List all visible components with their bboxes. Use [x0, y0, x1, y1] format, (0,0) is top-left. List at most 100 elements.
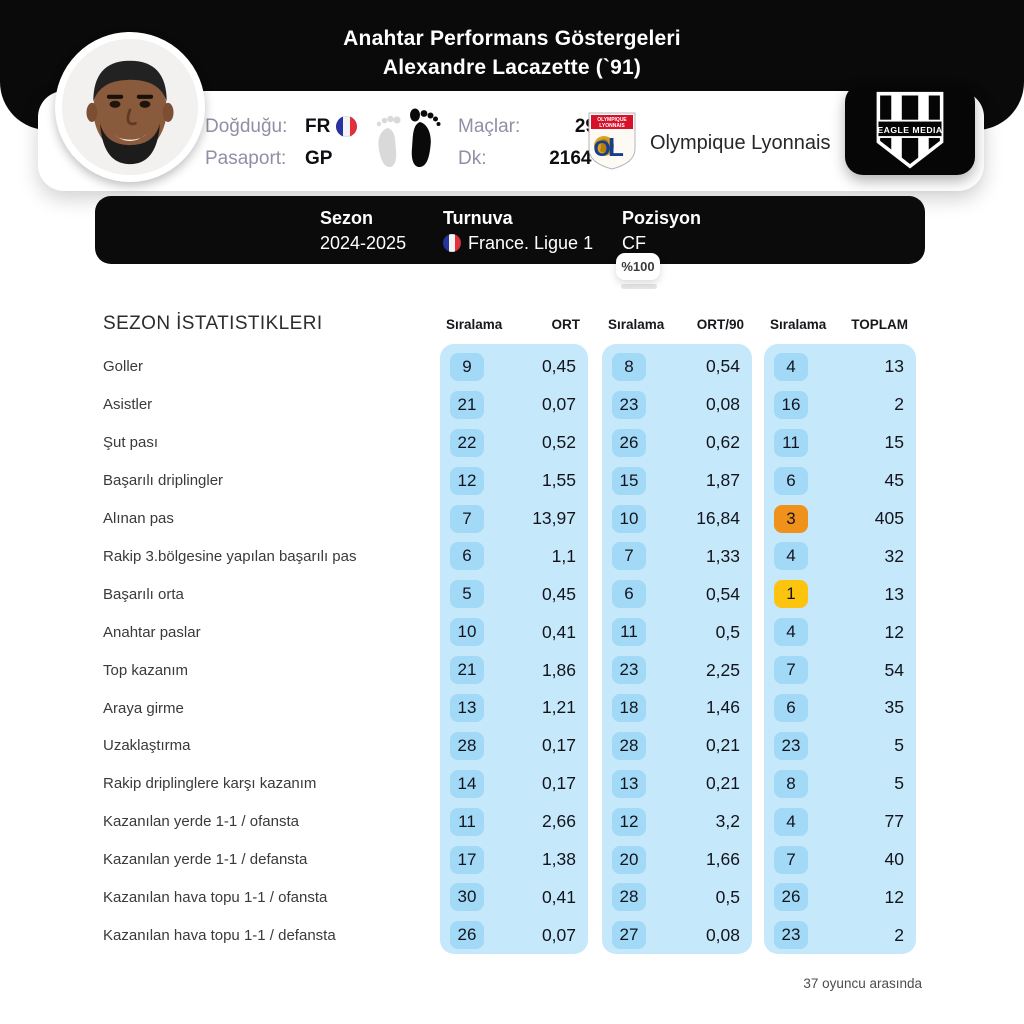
stat-value: 0,62 — [705, 432, 740, 453]
panel-row: 10 0,41 — [440, 613, 588, 651]
matches-line: Maçlar: 29 — [458, 113, 596, 140]
stat-row-label: Uzaklaştırma — [103, 737, 191, 755]
stat-value: 0,17 — [541, 773, 576, 794]
birth-line: Doğduğu: FR — [205, 113, 358, 140]
panel-row: 5 0,45 — [440, 575, 588, 613]
stat-value: 5 — [894, 735, 904, 756]
rank-badge: 22 — [450, 428, 484, 457]
panel-row: 8 0,54 — [602, 348, 752, 386]
stat-value: 0,08 — [705, 394, 740, 415]
rank-badge: 11 — [774, 428, 808, 457]
panel-row: 26 12 — [764, 878, 916, 916]
stat-value: 405 — [874, 508, 904, 528]
col-header-rank-toplam: Sıralama — [770, 317, 827, 332]
rank-badge: 13 — [612, 769, 646, 798]
france-flag-icon — [336, 116, 358, 137]
nationality-group: Doğduğu: FR Pasaport: GP — [205, 113, 358, 172]
panel-row: 10 16,84 — [602, 500, 752, 538]
panel-row: 23 2,25 — [602, 651, 752, 689]
stat-value: 1,86 — [541, 659, 576, 680]
panel-row: 1 13 — [764, 575, 916, 613]
panel-row: 11 15 — [764, 424, 916, 462]
stat-value: 1,55 — [541, 470, 576, 491]
col-header-rank-ort90: Sıralama — [608, 317, 665, 332]
rank-badge: 26 — [612, 428, 646, 457]
rank-badge: 12 — [612, 807, 646, 836]
stat-row-label: Rakip driplinglere karşı kazanım — [103, 775, 317, 793]
rank-badge: 9 — [450, 352, 484, 381]
stat-value: 0,54 — [705, 356, 740, 377]
panel-row: 6 1,1 — [440, 537, 588, 575]
position-value: CF — [622, 233, 646, 253]
rank-badge: 12 — [450, 466, 484, 495]
panel-row: 30 0,41 — [440, 878, 588, 916]
panel-row: 6 45 — [764, 462, 916, 500]
stat-value: 1,66 — [705, 849, 740, 870]
panel-ort90: 8 0,54 23 0,08 26 0,62 15 1,87 10 16,84 7 1,33 6 0,54… — [602, 344, 752, 954]
panel-row: 14 0,17 — [440, 765, 588, 803]
panel-row: 11 0,5 — [602, 613, 752, 651]
rank-badge: 4 — [774, 807, 808, 836]
stat-row-label: Top kazanım — [103, 661, 189, 679]
stat-value: 0,08 — [705, 924, 740, 945]
rank-badge: 14 — [450, 769, 484, 798]
svg-text:O: O — [593, 136, 610, 161]
panel-row: 21 1,86 — [440, 651, 588, 689]
panel-row: 17 1,38 — [440, 841, 588, 879]
stat-value: 77 — [884, 811, 904, 832]
rank-badge: 21 — [450, 656, 484, 685]
passport-label: Pasaport: — [205, 147, 287, 169]
title-line-2: Alexandre Lacazette (`91) — [382, 56, 642, 79]
position-share-track — [621, 284, 657, 289]
svg-text:LYONNAIS: LYONNAIS — [599, 123, 625, 129]
stat-row-label: Kazanılan yerde 1-1 / defansta — [103, 851, 308, 869]
stat-value: 54 — [884, 659, 904, 680]
france-flag-icon — [443, 234, 461, 252]
club-name: Olympique Lyonnais — [650, 132, 831, 154]
rank-badge: 30 — [450, 883, 484, 912]
passport-value: GP — [305, 147, 333, 169]
rank-badge: 3 — [774, 504, 808, 533]
season-column: Sezon 2024-2025 — [320, 206, 406, 256]
page-title: Anahtar Performans Göstergeleri Alexandr… — [0, 24, 1024, 82]
col-header-toplam: TOPLAM — [851, 317, 908, 332]
rank-badge: 8 — [612, 352, 646, 381]
panel-row: 16 2 — [764, 386, 916, 424]
season-bar: Sezon 2024-2025 Turnuva France. Ligue 1 … — [95, 196, 925, 264]
stat-value: 0,54 — [705, 583, 740, 604]
stat-row-label: Alınan pas — [103, 510, 174, 528]
panel-row: 12 3,2 — [602, 803, 752, 841]
stat-value: 35 — [884, 697, 904, 718]
panel-toplam: 4 13 16 2 11 15 6 45 3 405 4 32 1 13 4 12 7 54 6 35 23 5 8 5 4 77… — [764, 344, 916, 954]
section-title: SEZON İSTATISTIKLERI — [103, 313, 323, 334]
panel-row: 18 1,46 — [602, 689, 752, 727]
minutes-line: Dk: 2164' — [458, 145, 596, 172]
player-avatar — [55, 32, 205, 182]
rank-badge: 21 — [450, 390, 484, 419]
panel-row: 13 0,21 — [602, 765, 752, 803]
stat-value: 2,66 — [541, 811, 576, 832]
stat-value: 0,41 — [541, 886, 576, 907]
stat-value: 1,46 — [705, 697, 740, 718]
stat-row-label: Başarılı orta — [103, 585, 184, 603]
birth-value: FR — [305, 115, 331, 137]
stat-row-label: Kazanılan hava topu 1-1 / defansta — [103, 926, 336, 944]
rank-badge: 11 — [450, 807, 484, 836]
rank-badge: 5 — [450, 580, 484, 609]
stat-value: 45 — [884, 470, 904, 491]
tournament-header: Turnuva — [443, 208, 513, 228]
stat-value: 2 — [894, 924, 904, 945]
rank-badge: 4 — [774, 352, 808, 381]
panel-row: 23 0,08 — [602, 386, 752, 424]
stat-value: 0,21 — [705, 735, 740, 756]
rank-badge: 17 — [450, 845, 484, 874]
stat-value: 0,52 — [541, 432, 576, 453]
panel-row: 7 13,97 — [440, 500, 588, 538]
stat-value: 1,33 — [705, 545, 740, 566]
stat-value: 15 — [884, 432, 904, 453]
panel-row: 7 54 — [764, 651, 916, 689]
stat-value: 0,21 — [705, 773, 740, 794]
stat-value: 32 — [884, 545, 904, 566]
stat-row-label: Başarılı driplingler — [103, 472, 224, 490]
